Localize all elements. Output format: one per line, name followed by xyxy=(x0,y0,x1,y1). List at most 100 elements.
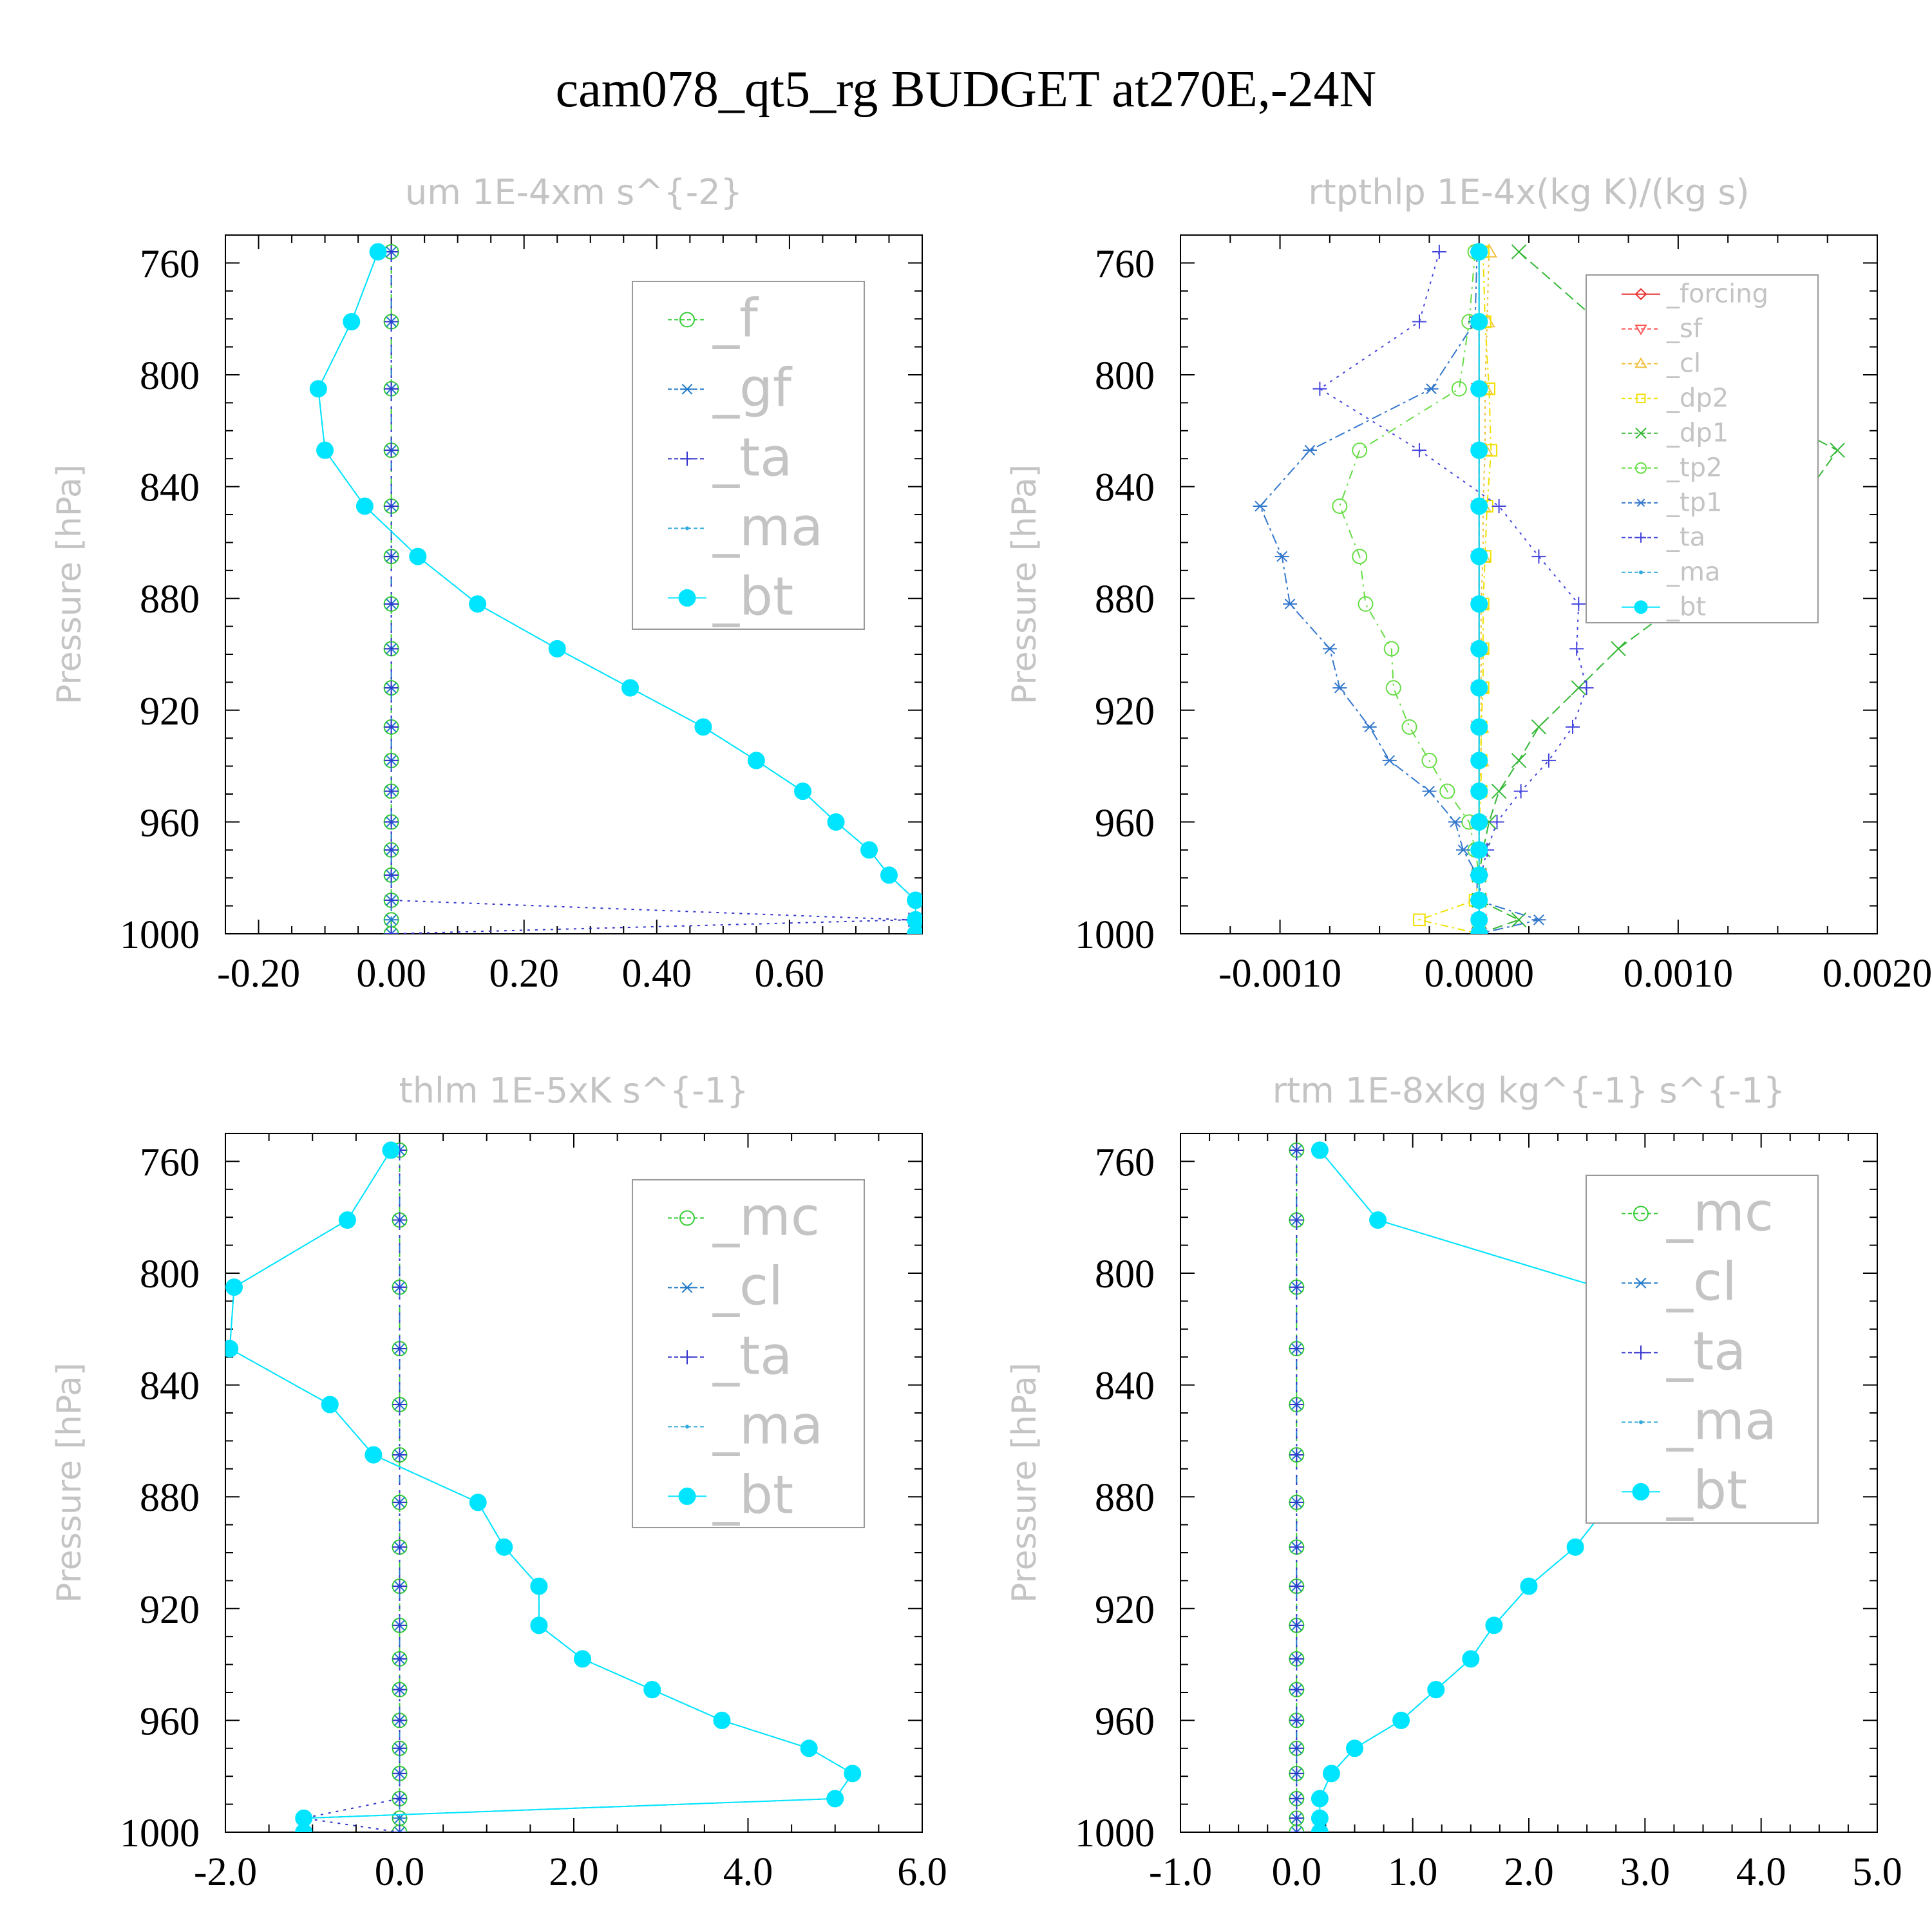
data-point xyxy=(1283,598,1298,610)
data-point xyxy=(1289,1713,1304,1728)
data-point xyxy=(1322,1765,1340,1783)
legend-label: _cl xyxy=(712,1256,783,1318)
data-point xyxy=(384,641,399,656)
data-point xyxy=(880,866,898,884)
data-point xyxy=(1358,596,1374,612)
data-point xyxy=(392,1791,407,1806)
series-tp1 xyxy=(1253,246,1546,934)
data-point xyxy=(1492,498,1506,513)
data-point xyxy=(1455,844,1470,856)
legend-marker xyxy=(685,1425,689,1429)
x-tick-label: 0.0 xyxy=(375,1850,425,1894)
series-ta xyxy=(296,1143,407,1832)
data-point xyxy=(392,1341,407,1356)
data-point xyxy=(1470,752,1488,770)
legend-marker xyxy=(1635,462,1647,474)
data-point xyxy=(1451,381,1467,397)
data-point xyxy=(1569,641,1584,656)
data-point xyxy=(321,1396,339,1414)
panel-rtm: rtm 1E-8xkg kg^{-1} s^{-1} Pressure [hPa]… xyxy=(1005,1070,1902,1894)
data-point xyxy=(1302,444,1317,456)
panel-title: thlm 1E-5xK s^{-1} xyxy=(399,1070,749,1111)
data-point xyxy=(747,752,765,770)
data-point xyxy=(1289,1651,1304,1666)
data-point xyxy=(1412,443,1426,458)
data-point xyxy=(392,1651,407,1666)
data-point xyxy=(1382,755,1397,766)
data-point xyxy=(1531,549,1546,564)
y-tick-label: 920 xyxy=(1095,690,1155,734)
x-tick-label: 2.0 xyxy=(549,1850,599,1894)
data-point xyxy=(1470,718,1488,736)
data-point xyxy=(369,243,387,261)
figure-title: cam078_qt5_rg BUDGET at270E,-24N xyxy=(556,61,1377,118)
x-tick-label: 4.0 xyxy=(1736,1850,1786,1894)
y-axis-label: Pressure [hPa] xyxy=(1005,1363,1044,1603)
x-tick-label: 0.00 xyxy=(356,952,426,996)
data-point xyxy=(1470,595,1488,613)
data-point xyxy=(384,927,399,934)
data-point xyxy=(1311,1823,1329,1832)
y-tick-label: 760 xyxy=(140,242,200,286)
data-point xyxy=(338,1211,356,1229)
series-ta xyxy=(1312,245,1594,934)
data-point xyxy=(826,1790,844,1808)
data-point xyxy=(384,719,399,734)
legend-marker xyxy=(1634,600,1648,614)
data-point xyxy=(1571,596,1586,611)
y-tick-label: 960 xyxy=(1095,1700,1155,1743)
series-line xyxy=(1259,251,1542,934)
panel-um: um 1E-4xm s^{-2} Pressure [hPa] 760 800 840 8… xyxy=(50,172,923,996)
data-point xyxy=(530,1577,548,1595)
x-tick-label: 6.0 xyxy=(897,1850,947,1894)
legend-marker xyxy=(1634,1277,1648,1289)
data-point xyxy=(392,1713,407,1728)
data-point xyxy=(1289,1213,1304,1227)
legend-label: _gf xyxy=(712,358,793,419)
x-tick-label: 0.20 xyxy=(489,952,559,996)
y-tick-label: 800 xyxy=(1095,1253,1155,1296)
data-point xyxy=(392,1448,407,1463)
legend-marker xyxy=(680,1350,694,1365)
x-tick-label: 0.0 xyxy=(1272,1850,1322,1894)
series-tp2 xyxy=(1332,244,1487,934)
y-tick-label: 760 xyxy=(140,1141,200,1184)
y-tick-label: 920 xyxy=(140,690,200,734)
data-point xyxy=(1289,1448,1304,1463)
x-tick-label: 0.0020 xyxy=(1823,952,1932,996)
y-tick-label: 800 xyxy=(140,1253,200,1296)
data-point xyxy=(1401,719,1417,735)
y-axis-label: Pressure [hPa] xyxy=(50,1363,89,1603)
data-point xyxy=(794,782,812,800)
legend-box xyxy=(1586,274,1819,623)
x-tick-label: 3.0 xyxy=(1620,1850,1671,1894)
y-tick-label: 880 xyxy=(1095,1476,1155,1520)
legend-label: _dp1 xyxy=(1666,419,1728,448)
y-tick-label: 880 xyxy=(1095,578,1155,621)
data-point xyxy=(1289,1825,1304,1832)
data-point xyxy=(1470,866,1488,884)
y-tick-label: 880 xyxy=(140,1476,200,1520)
data-point xyxy=(384,314,399,329)
data-point xyxy=(1470,380,1488,398)
data-point xyxy=(1531,914,1546,925)
data-point xyxy=(295,1823,313,1832)
data-point xyxy=(1289,1682,1304,1697)
legend-marker xyxy=(679,312,695,328)
plot-frame xyxy=(225,234,923,934)
x-tick-label: -2.0 xyxy=(194,1850,257,1894)
y-tick-label: 760 xyxy=(1095,1141,1155,1184)
series-bt xyxy=(309,243,922,934)
data-point xyxy=(384,815,399,829)
legend-label: _forcing xyxy=(1666,279,1768,309)
data-point xyxy=(469,595,487,613)
data-point xyxy=(384,443,399,458)
panel-title: um 1E-4xm s^{-2} xyxy=(405,172,743,213)
data-point xyxy=(1362,721,1377,733)
data-point xyxy=(1289,1495,1304,1510)
data-point xyxy=(1470,925,1488,934)
legend-label: _bt xyxy=(712,567,793,628)
data-point xyxy=(1611,641,1626,657)
data-point xyxy=(225,1278,243,1296)
y-tick-label: 840 xyxy=(140,466,200,510)
